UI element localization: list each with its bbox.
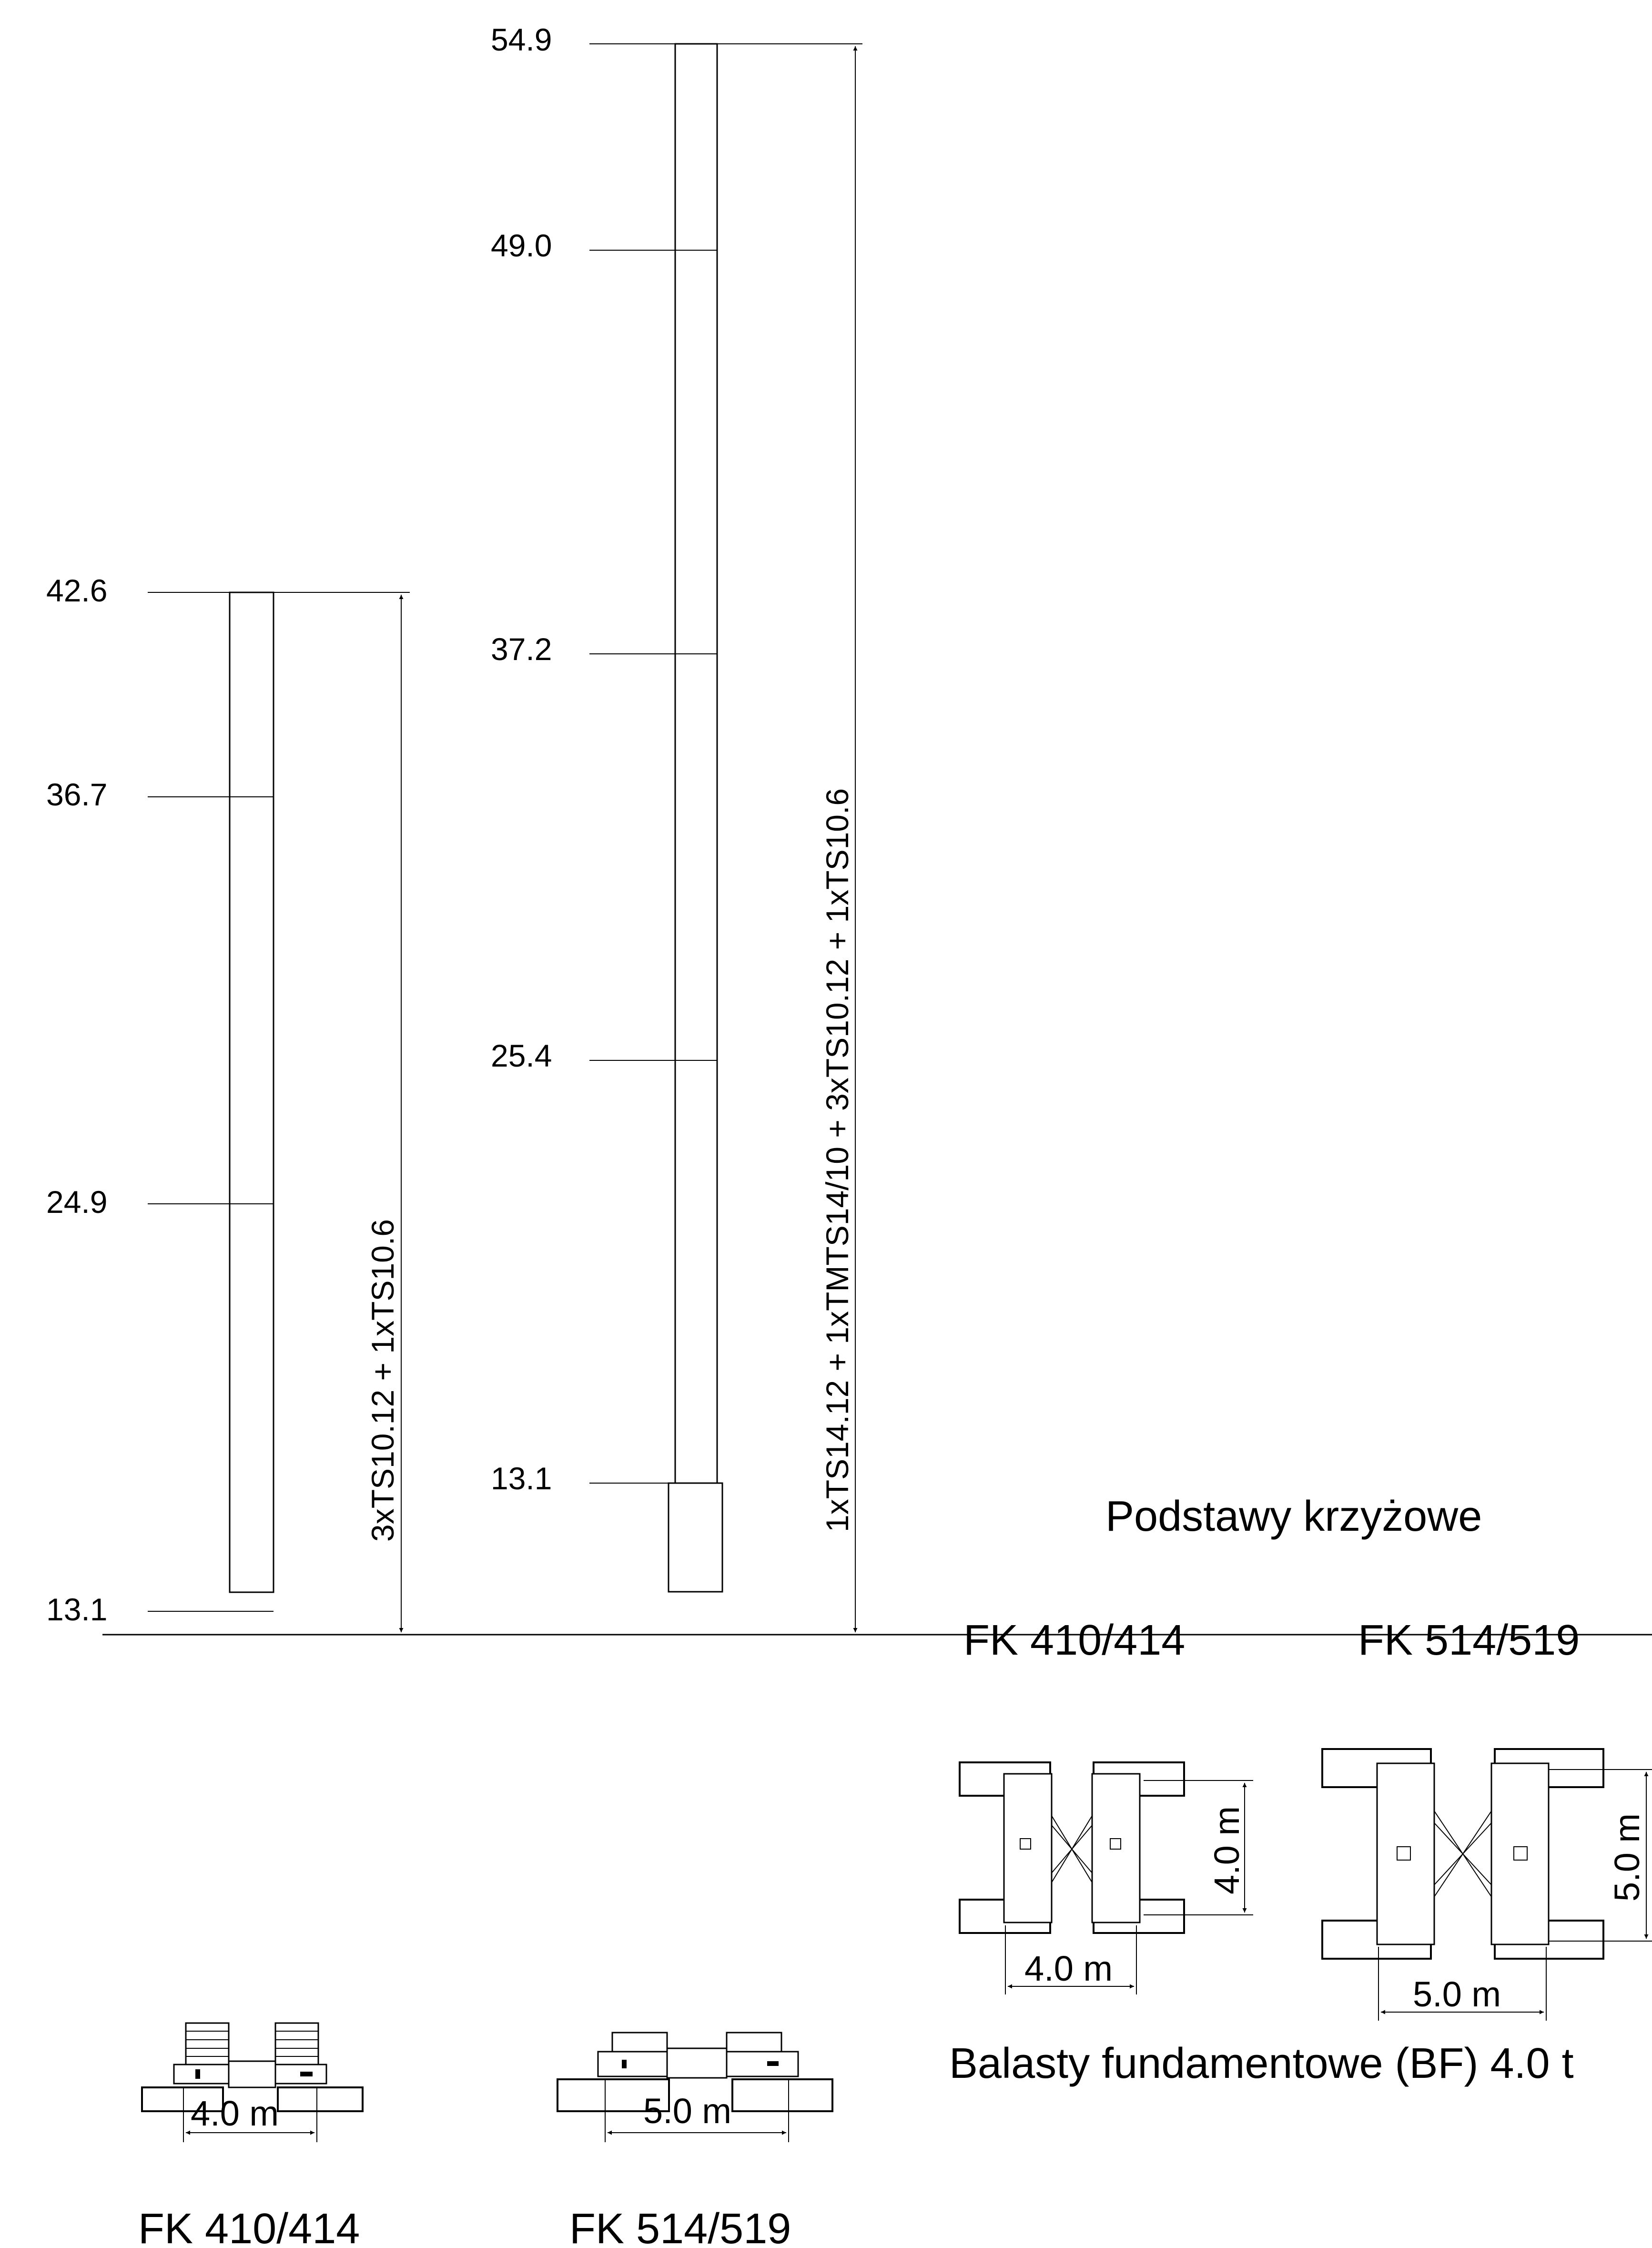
height-label: 54.9 (491, 22, 552, 57)
height-label: 42.6 (46, 573, 107, 608)
width-label: 5.0 m (1413, 1974, 1501, 2014)
depth-label: 4.0 m (1207, 1806, 1247, 1894)
cross-bases-title: Podstawy krzyżowe (1105, 1493, 1482, 1540)
mast-left-model: FK 410/414 (138, 2205, 360, 2248)
ballast-note: Balasty fundamentowe (BF) 4.0 t (949, 2040, 1574, 2087)
sections-label: 3xTS10.12 + 1xTS10.6 (365, 1219, 400, 1542)
cross-base-plan-small: 4.0 m 4.0 m (959, 1761, 1253, 1994)
mast-left: 42.6 36.7 24.9 13.1 3xTS10.12 + 1xTS10.6 (46, 573, 410, 2248)
sections-label: 1xTS14.12 + 1xTMTS14/10 + 3xTS10.12 + 1x… (820, 788, 855, 1532)
base-assembly (557, 2032, 833, 2112)
height-label: 13.1 (491, 1461, 552, 1496)
base-assembly (141, 2022, 364, 2112)
base-width-label: 4.0 m (191, 2094, 279, 2133)
height-label: 24.9 (46, 1184, 107, 1220)
mast-right-model: FK 514/519 (569, 2205, 791, 2248)
depth-label: 5.0 m (1607, 1813, 1647, 1902)
cross-base-model: FK 514/519 (1358, 1617, 1580, 1664)
mast-left-shaft (229, 591, 274, 1593)
height-label: 37.2 (491, 631, 552, 667)
cross-base-model: FK 410/414 (963, 1617, 1185, 1664)
width-label: 4.0 m (1024, 1949, 1113, 1988)
height-label: 25.4 (491, 1038, 552, 1073)
height-label: 36.7 (46, 777, 107, 812)
base-width-label: 5.0 m (643, 2091, 731, 2131)
mast-right-lower-shaft (668, 1482, 723, 1593)
height-label: 49.0 (491, 228, 552, 263)
height-label: 13.1 (46, 1592, 107, 1627)
mast-right: 54.9 49.0 37.2 25.4 13.1 1xTS14.12 + 1xT… (491, 22, 862, 2248)
mast-right-upper-shaft (674, 43, 718, 1484)
cross-base-plan-large: 5.0 m 5.0 m (1321, 1748, 1652, 2021)
